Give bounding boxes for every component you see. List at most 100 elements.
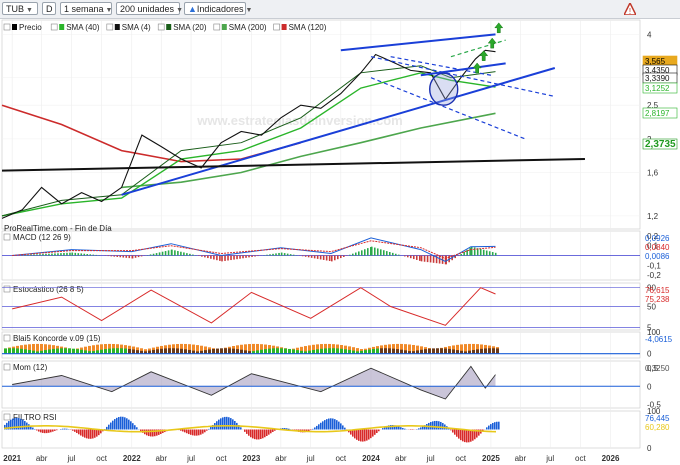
x-tick-label: jul (66, 454, 75, 463)
koncorde-green-bar (488, 348, 491, 354)
rsi-bar (118, 417, 120, 430)
macd-histogram-bar (357, 251, 360, 256)
macd-histogram-bar (177, 251, 179, 256)
momentum-line (12, 365, 496, 400)
trendline (370, 56, 555, 98)
rsi-bar (394, 425, 396, 430)
rsi-bar (120, 416, 122, 430)
rsi-bar (420, 427, 422, 430)
koncorde-orange-bar (104, 344, 107, 354)
rsi-bar (372, 429, 374, 437)
rsi-bar (422, 426, 424, 430)
macd-histogram-bar (180, 251, 182, 256)
rsi-bar (274, 429, 276, 431)
koncorde-green-bar (184, 349, 187, 354)
koncorde-green-bar (152, 349, 155, 354)
koncorde-green-bar (200, 350, 203, 354)
rsi-bar (40, 429, 42, 433)
rsi-bar (94, 429, 96, 438)
macd-histogram-bar (307, 255, 310, 258)
macd-histogram-bar (201, 255, 203, 257)
toolbar: TUB ▼ D 1 semana ▼ 200 unidades ▼ ▲Indicado… (0, 0, 680, 19)
macd-histogram-bar (48, 253, 50, 256)
koncorde-green-bar (212, 348, 215, 354)
macd-histogram-bar (80, 253, 83, 256)
macd-histogram-bar (283, 253, 286, 256)
rsi-bar (22, 419, 24, 430)
macd-histogram-bar (152, 253, 155, 256)
legend-checkbox (213, 23, 221, 31)
rsi-bar (492, 422, 494, 430)
rsi-bar (328, 418, 330, 430)
y-tick-label: -0,2 (647, 271, 661, 280)
koncorde-green-bar (336, 348, 339, 354)
indicators-button[interactable]: ▲Indicadores ▼ (184, 2, 252, 15)
x-tick-label: abr (275, 454, 287, 463)
legend-checkbox (106, 23, 114, 31)
macd-histogram-bar (257, 255, 259, 257)
rsi-bar (228, 417, 230, 430)
macd-histogram-bar (310, 255, 313, 258)
rsi-bar (100, 429, 102, 434)
rsi-bar (4, 424, 6, 430)
style-button[interactable]: D (42, 2, 56, 15)
koncorde-orange-bar (476, 344, 479, 354)
koncorde-green-bar (280, 348, 283, 354)
rsi-bar (18, 418, 20, 430)
koncorde-green-bar (48, 349, 51, 354)
alert-icon[interactable]: ! (622, 1, 638, 16)
rsi-bar (268, 429, 270, 435)
koncorde-green-bar (20, 348, 23, 354)
macd-histogram-bar (406, 255, 409, 258)
koncorde-orange-bar (248, 344, 251, 354)
macd-histogram-bar (391, 252, 394, 256)
rsi-bar (124, 417, 126, 430)
macd-histogram-bar (216, 255, 218, 261)
rsi-bar (366, 429, 368, 441)
koncorde-green-bar (136, 350, 139, 354)
macd-histogram-bar (213, 255, 215, 260)
koncorde-green-bar (128, 348, 131, 354)
macd-histogram-bar (272, 253, 274, 256)
symbol-selector[interactable]: TUB ▼ (2, 2, 38, 15)
rsi-bar (160, 429, 162, 434)
x-tick-label: jul (306, 454, 315, 463)
units-selector[interactable]: 200 unidades ▼ (116, 2, 183, 15)
koncorde-green-bar (332, 348, 335, 354)
macd-histogram-bar (227, 255, 229, 261)
legend-label: SMA (200) (229, 23, 267, 32)
koncorde-green-bar (484, 348, 487, 354)
chevron-down-icon: ▼ (176, 7, 183, 14)
indicator-value-tag: 0,3250 (645, 364, 670, 373)
rsi-bar (106, 426, 108, 430)
macd-histogram-bar (330, 255, 333, 262)
koncorde-green-bar (376, 348, 379, 354)
macd-histogram-bar (110, 255, 113, 257)
rsi-bar (336, 420, 338, 430)
macd-histogram-bar (289, 254, 292, 256)
macd-histogram-bar (339, 255, 342, 259)
rsi-bar (182, 429, 184, 432)
macd-histogram-bar (482, 249, 485, 256)
rsi-bar (388, 425, 390, 430)
rsi-bar (450, 429, 452, 431)
koncorde-green-bar (300, 350, 303, 354)
legend-checkbox (3, 23, 11, 31)
rsi-bar (32, 427, 34, 430)
macd-histogram-bar (469, 247, 471, 256)
koncorde-green-bar (316, 349, 319, 354)
rsi-bar (404, 428, 406, 430)
macd-histogram-bar (304, 255, 307, 257)
panel-title-checkbox (3, 413, 11, 421)
rsi-bar (386, 425, 388, 430)
macd-histogram-bar (325, 255, 328, 261)
period-selector[interactable]: 1 semana ▼ (60, 2, 112, 15)
rsi-bar (370, 429, 372, 439)
koncorde-green-bar (144, 351, 147, 354)
rsi-bar (128, 419, 130, 430)
rsi-bar (284, 428, 286, 430)
rsi-bar (326, 419, 328, 430)
macd-histogram-bar (210, 255, 212, 259)
rsi-bar (54, 429, 56, 431)
koncorde-green-bar (352, 350, 355, 354)
